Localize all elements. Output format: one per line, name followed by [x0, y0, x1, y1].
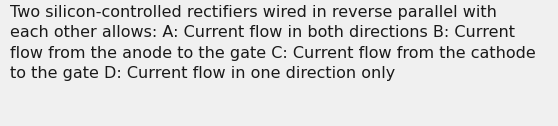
Text: Two silicon-controlled rectifiers wired in reverse parallel with
each other allo: Two silicon-controlled rectifiers wired … — [10, 5, 536, 81]
